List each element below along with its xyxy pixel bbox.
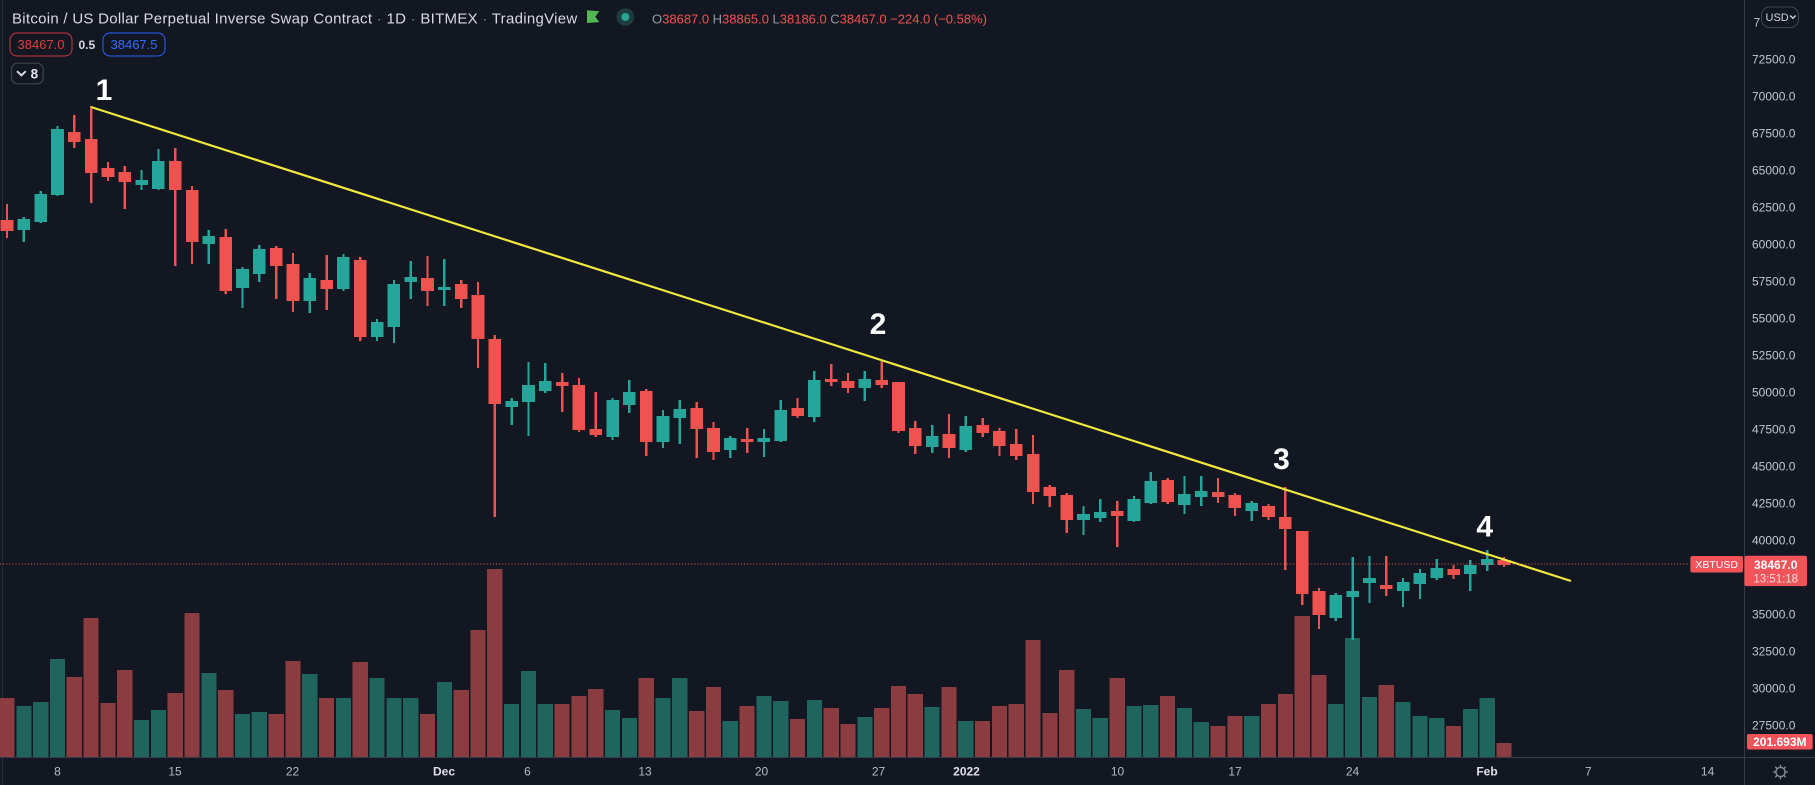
svg-text:Bitcoin / US Dollar Perpetual: Bitcoin / US Dollar Perpetual Inverse Sw… [12, 11, 577, 28]
svg-text:0.5: 0.5 [78, 38, 95, 52]
svg-text:17: 17 [1228, 765, 1242, 779]
svg-text:Dec: Dec [433, 765, 455, 779]
svg-text:38467.5: 38467.5 [111, 37, 158, 52]
svg-text:2: 2 [870, 308, 887, 341]
svg-text:15: 15 [168, 765, 182, 779]
svg-text:72500.0: 72500.0 [1752, 52, 1796, 66]
svg-text:40000.0: 40000.0 [1752, 533, 1796, 547]
svg-text:20: 20 [755, 765, 769, 779]
svg-text:32500.0: 32500.0 [1752, 644, 1796, 658]
svg-text:42500.0: 42500.0 [1752, 496, 1796, 510]
svg-text:USD: USD [1766, 12, 1789, 24]
svg-text:2022: 2022 [953, 765, 980, 779]
svg-text:7: 7 [1754, 15, 1761, 29]
svg-text:13:51:18: 13:51:18 [1753, 573, 1798, 585]
svg-text:67500.0: 67500.0 [1752, 126, 1796, 140]
svg-text:38467.0: 38467.0 [1754, 558, 1798, 572]
svg-text:52500.0: 52500.0 [1752, 348, 1796, 362]
svg-text:70000.0: 70000.0 [1752, 89, 1796, 103]
svg-text:60000.0: 60000.0 [1752, 237, 1796, 251]
svg-text:14: 14 [1701, 765, 1715, 779]
svg-text:65000.0: 65000.0 [1752, 163, 1796, 177]
svg-text:22: 22 [286, 765, 300, 779]
svg-text:13: 13 [638, 765, 652, 779]
svg-text:30000.0: 30000.0 [1752, 681, 1796, 695]
svg-text:55000.0: 55000.0 [1752, 311, 1796, 325]
svg-text:1: 1 [96, 74, 113, 107]
svg-text:8: 8 [54, 765, 61, 779]
svg-text:7: 7 [1585, 765, 1592, 779]
svg-text:62500.0: 62500.0 [1752, 200, 1796, 214]
svg-text:47500.0: 47500.0 [1752, 422, 1796, 436]
svg-text:57500.0: 57500.0 [1752, 274, 1796, 288]
svg-text:201.693M: 201.693M [1753, 735, 1806, 749]
svg-text:3: 3 [1273, 443, 1290, 476]
svg-text:50000.0: 50000.0 [1752, 385, 1796, 399]
svg-text:Feb: Feb [1476, 765, 1497, 779]
svg-text:XBTUSD: XBTUSD [1695, 559, 1738, 571]
svg-text:8: 8 [31, 66, 39, 81]
svg-text:6: 6 [524, 765, 531, 779]
svg-text:45000.0: 45000.0 [1752, 459, 1796, 473]
svg-text:38467.0: 38467.0 [18, 37, 65, 52]
svg-text:35000.0: 35000.0 [1752, 607, 1796, 621]
svg-text:27500.0: 27500.0 [1752, 718, 1796, 732]
svg-text:10: 10 [1111, 765, 1125, 779]
svg-text:24: 24 [1346, 765, 1360, 779]
svg-text:27: 27 [872, 765, 886, 779]
svg-text:4: 4 [1476, 511, 1493, 544]
